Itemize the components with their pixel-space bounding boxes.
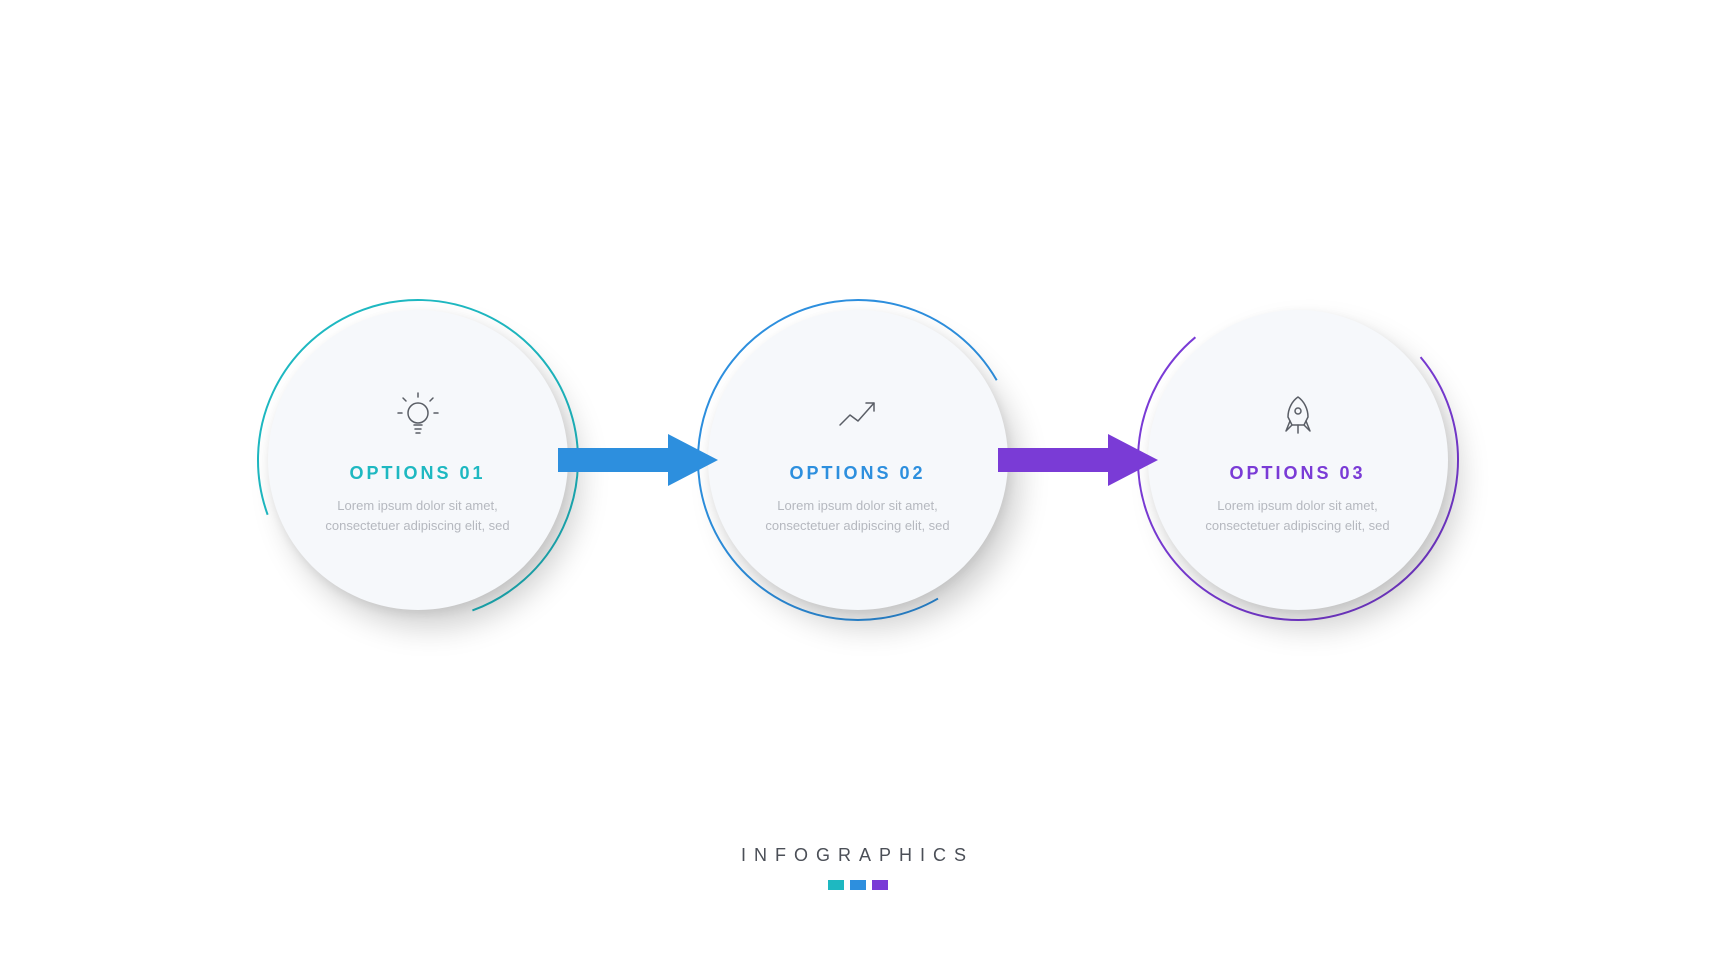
swatch-1 — [828, 880, 844, 890]
footer-title: INFOGRAPHICS — [0, 845, 1715, 866]
steps-row: OPTIONS 01 Lorem ipsum dolor sit amet, c… — [0, 290, 1715, 630]
footer: INFOGRAPHICS — [0, 845, 1715, 890]
arrow-2 — [998, 430, 1158, 490]
swatch-2 — [850, 880, 866, 890]
footer-swatches — [0, 880, 1715, 890]
step-3-disc: OPTIONS 03 Lorem ipsum dolor sit amet, c… — [1148, 310, 1448, 610]
step-3: OPTIONS 03 Lorem ipsum dolor sit amet, c… — [1128, 290, 1468, 630]
step-3-body: Lorem ipsum dolor sit amet, consectetuer… — [1203, 496, 1393, 535]
step-2: OPTIONS 02 Lorem ipsum dolor sit amet, c… — [688, 290, 1028, 630]
lightbulb-icon — [388, 385, 448, 445]
step-1-body: Lorem ipsum dolor sit amet, consectetuer… — [323, 496, 513, 535]
trend-up-icon — [828, 385, 888, 445]
step-2-body: Lorem ipsum dolor sit amet, consectetuer… — [763, 496, 953, 535]
rocket-icon — [1268, 385, 1328, 445]
step-3-title: OPTIONS 03 — [1229, 463, 1365, 484]
arrow-1 — [558, 430, 718, 490]
infographic-canvas: OPTIONS 01 Lorem ipsum dolor sit amet, c… — [0, 0, 1715, 980]
step-1-disc: OPTIONS 01 Lorem ipsum dolor sit amet, c… — [268, 310, 568, 610]
step-1-title: OPTIONS 01 — [349, 463, 485, 484]
step-2-title: OPTIONS 02 — [789, 463, 925, 484]
step-2-disc: OPTIONS 02 Lorem ipsum dolor sit amet, c… — [708, 310, 1008, 610]
step-1: OPTIONS 01 Lorem ipsum dolor sit amet, c… — [248, 290, 588, 630]
swatch-3 — [872, 880, 888, 890]
